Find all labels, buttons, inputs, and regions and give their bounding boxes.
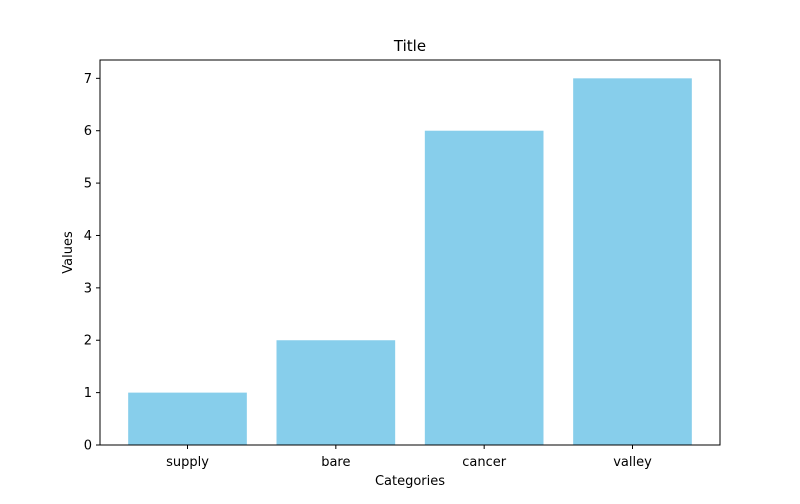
chart-title: Title	[393, 37, 426, 55]
plot-frame	[99, 59, 721, 446]
x-tick-label: supply	[166, 455, 209, 470]
x-axis-label: Categories	[375, 474, 445, 489]
y-tick-label: 1	[84, 386, 92, 401]
x-tick-label: valley	[613, 455, 652, 470]
bar-supply	[128, 392, 247, 445]
y-tick-label: 5	[84, 177, 92, 192]
bar-bare	[276, 340, 396, 445]
bar-valley	[573, 78, 692, 445]
y-axis-ticks: 0 1 2 3 4 5 6 7	[84, 72, 100, 454]
x-tick-label: cancer	[462, 455, 506, 470]
x-axis-ticks: supply bare cancer valley	[166, 445, 652, 470]
y-tick-label: 4	[84, 229, 92, 244]
y-tick-label: 0	[84, 439, 92, 454]
y-tick-label: 2	[84, 334, 92, 349]
y-axis-label: Values	[61, 231, 76, 274]
bar-cancer	[424, 130, 544, 445]
y-tick-label: 6	[84, 124, 92, 139]
y-tick-label: 3	[84, 281, 92, 296]
bars-layer	[128, 78, 692, 445]
y-tick-label: 7	[84, 72, 92, 87]
x-tick-label: bare	[321, 455, 350, 470]
